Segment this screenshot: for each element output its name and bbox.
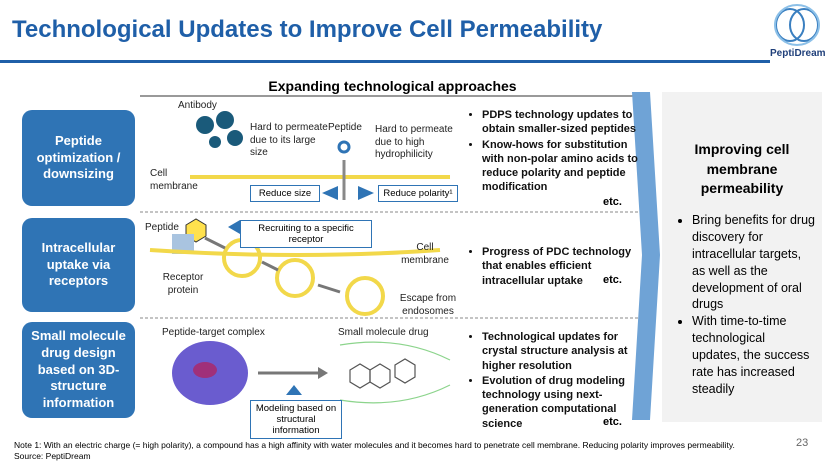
row-label: Peptide optimization / downsizing <box>22 110 135 206</box>
row-label: Intracellular uptake via receptors <box>22 218 135 312</box>
bullet: Bring benefits for drug discovery for in… <box>692 212 816 313</box>
diagram-text: Cell membrane <box>150 168 198 192</box>
diagram-box: Reduce size <box>250 185 320 202</box>
bullet: PDPS technology updates to obtain smalle… <box>482 108 642 137</box>
etc: etc. <box>603 196 622 208</box>
bullet-list: Technological updates for crystal struct… <box>466 330 642 432</box>
panel-title: Improving cell membrane permeability <box>694 141 790 197</box>
diagram-box: Modeling based on structural information <box>250 400 342 439</box>
slide-title: Technological Updates to Improve Cell Pe… <box>12 16 603 43</box>
diagram-box: Recruiting to a specific receptor <box>240 220 372 248</box>
footnote: Note 1: With an electric charge (= high … <box>14 440 735 450</box>
section-title: Expanding technological approaches <box>268 78 517 94</box>
row-label-text: Small molecule drug design based on 3D-s… <box>31 327 126 411</box>
bullet-list: PDPS technology updates to obtain smalle… <box>466 108 642 196</box>
panel-bullets: Bring benefits for drug discovery for in… <box>676 212 816 398</box>
diagram-text: Hard to permeate due to high hydrophilic… <box>375 124 453 160</box>
diagram-box: Reduce polarity¹ <box>378 185 458 202</box>
diagram-text: Receptor protein <box>162 272 204 296</box>
diagram-text: Hard to permeate due to its large size <box>250 122 328 158</box>
row-label-text: Intracellular uptake via receptors <box>41 239 116 289</box>
bullet: Technological updates for crystal struct… <box>482 330 642 373</box>
bullet-list: Progress of PDC technology that enables … <box>466 245 642 289</box>
diagram-text: Peptide <box>145 222 179 233</box>
bullet: With time-to-time technological updates,… <box>692 313 816 397</box>
diagram-text: Escape from endosomes <box>399 293 457 317</box>
bullet: Progress of PDC technology that enables … <box>482 245 642 288</box>
diagram-text: Cell membrane <box>401 242 449 266</box>
bullet: Know-hows for substitution with non-pola… <box>482 138 642 195</box>
etc: etc. <box>603 274 622 286</box>
diagram-text: Antibody <box>178 100 217 111</box>
diagram-text: Peptide-target complex <box>162 327 265 338</box>
etc: etc. <box>603 416 622 428</box>
diagram-text: Peptide <box>328 122 362 133</box>
bullet: Evolution of drug modeling technology us… <box>482 374 642 431</box>
source: Source: PeptiDream <box>14 451 91 461</box>
row-label-text: Peptide optimization / downsizing <box>36 132 121 182</box>
diagram-text: Small molecule drug <box>338 327 429 338</box>
page-number: 23 <box>796 437 809 449</box>
row-label: Small molecule drug design based on 3D-s… <box>22 322 135 418</box>
logo-text: PeptiDream <box>770 48 826 59</box>
